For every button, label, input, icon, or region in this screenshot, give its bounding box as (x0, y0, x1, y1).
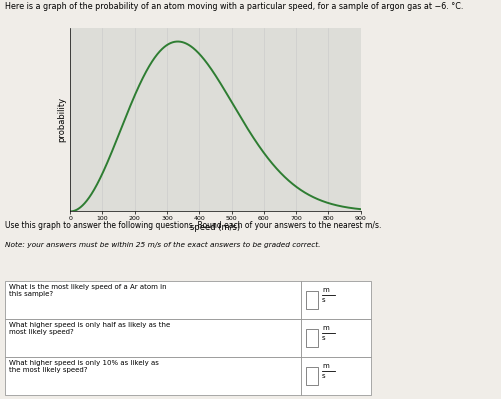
Text: Use this graph to answer the following questions. Round each of your answers to : Use this graph to answer the following q… (5, 221, 381, 231)
Text: What is the most likely speed of a Ar atom in
this sample?: What is the most likely speed of a Ar at… (9, 284, 167, 298)
Text: m: m (322, 287, 329, 293)
Y-axis label: probability: probability (57, 97, 66, 142)
X-axis label: speed (m/s): speed (m/s) (190, 223, 240, 232)
Text: s: s (322, 335, 326, 341)
Text: s: s (322, 297, 326, 303)
Text: Here is a graph of the probability of an atom moving with a particular speed, fo: Here is a graph of the probability of an… (5, 2, 463, 11)
Text: m: m (322, 363, 329, 369)
Text: s: s (322, 373, 326, 379)
Text: What higher speed is only half as likely as the
most likely speed?: What higher speed is only half as likely… (9, 322, 170, 336)
Text: What higher speed is only 10% as likely as
the most likely speed?: What higher speed is only 10% as likely … (9, 360, 159, 373)
Text: m: m (322, 325, 329, 331)
Text: Note: your answers must be within 25 m/s of the exact answers to be graded corre: Note: your answers must be within 25 m/s… (5, 241, 321, 247)
